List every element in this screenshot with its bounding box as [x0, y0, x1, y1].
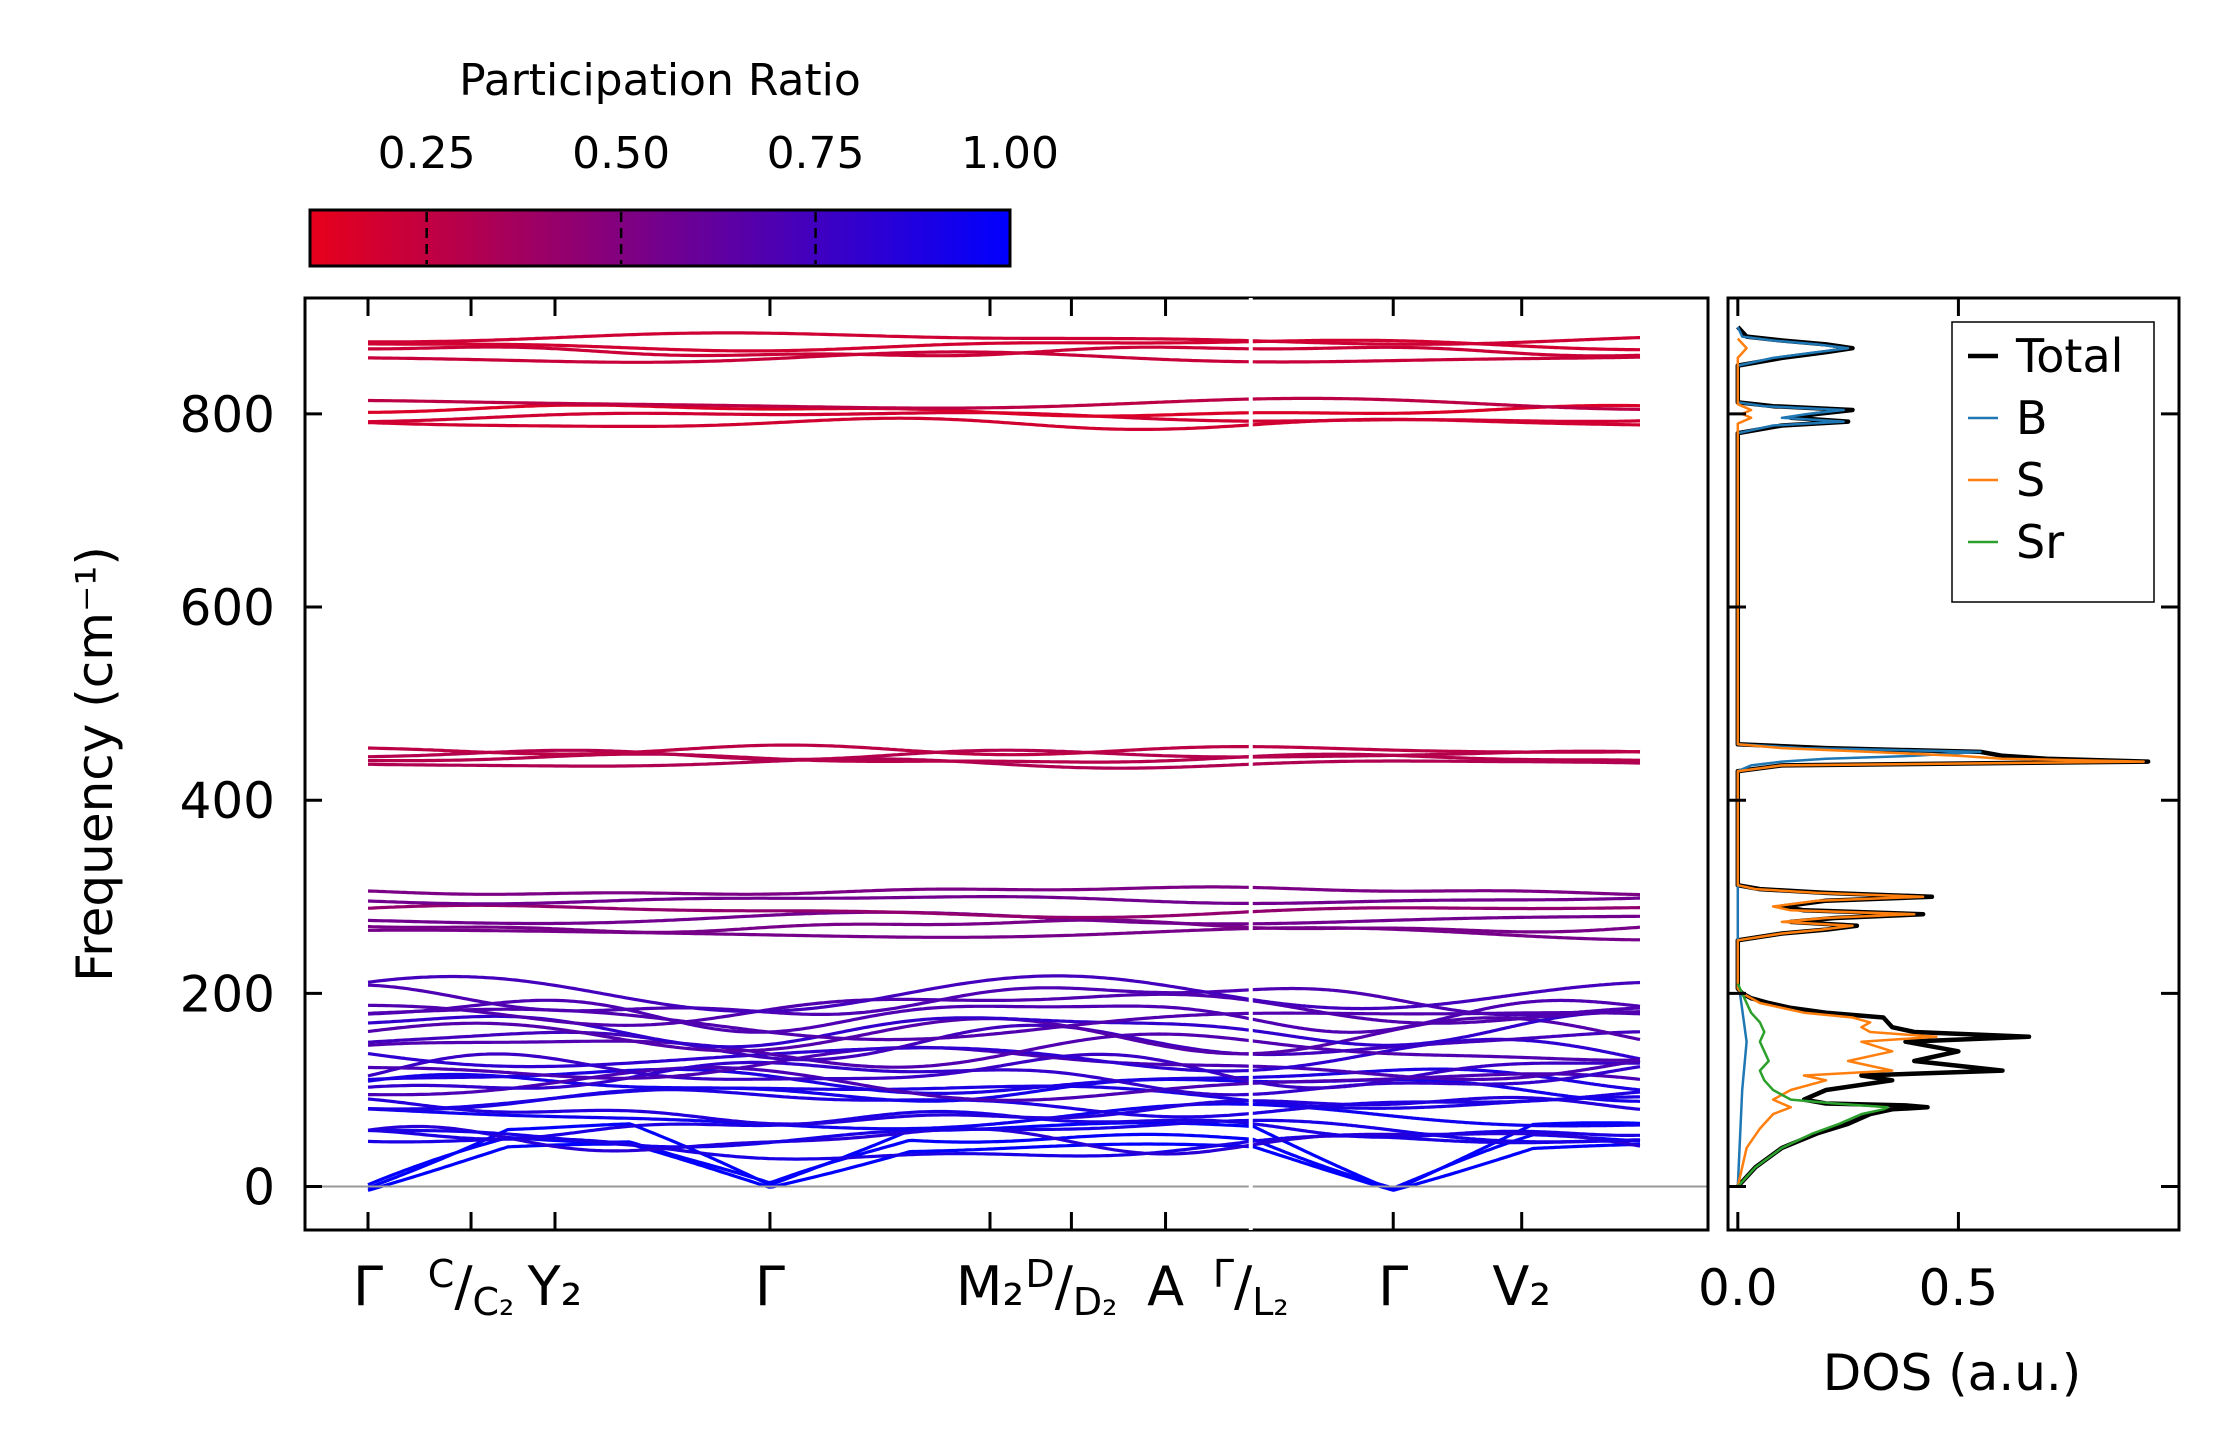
band-axes-frame: [303, 296, 1710, 1232]
dos-y-ticks: [1728, 412, 2179, 1189]
dos-x-axis-label: DOS (a.u.): [1823, 1344, 2082, 1402]
x-tick-label: D/D₂: [1025, 1252, 1117, 1324]
y-tick-label: 0: [243, 1159, 275, 1217]
band-line: [368, 1118, 1641, 1149]
x-tick-label: Γ: [353, 1255, 383, 1318]
legend-label-sr: Sr: [2016, 515, 2064, 569]
band-y-axis: 0 200 400 600 800: [180, 386, 322, 1217]
colorbar-tick-label: 0.25: [378, 128, 476, 179]
dos-series-s: [1736, 337, 2145, 1187]
band-line: [367, 910, 1640, 926]
x-tick-label: C/C₂: [428, 1252, 515, 1324]
band-line: [367, 885, 1640, 897]
x-tick-label: V₂: [1492, 1255, 1551, 1318]
x-tick-label: A: [1147, 1255, 1184, 1318]
band-line: [367, 403, 1640, 418]
legend-label-total: Total: [2015, 329, 2123, 383]
band-line: [367, 998, 1641, 1034]
legend-label-b: B: [2016, 391, 2048, 445]
band-line: [368, 345, 1641, 358]
y-tick-label: 800: [180, 386, 275, 444]
band-line: [367, 743, 1640, 757]
legend-frame: [1951, 321, 2155, 603]
colorbar: Participation Ratio 0.25 0.50 0.75 1.00: [308, 55, 1059, 268]
band-lines: [367, 331, 1641, 1192]
dos-legend: Total BS Sr: [1951, 321, 2155, 603]
dos-x-tick-label: 0.0: [1698, 1259, 1778, 1317]
x-tick-label: Γ/L₂: [1213, 1252, 1289, 1324]
dos-axes-frame: [1726, 296, 2181, 1232]
band-x-axis: Γ C/C₂ Y₂ Γ M₂ D/D₂ A Γ/L₂ Γ V₂: [353, 298, 1551, 1324]
y-axis-label: Frequency (cm⁻¹): [66, 546, 124, 982]
band-line: [367, 903, 1640, 920]
colorbar-tick-label: 1.00: [961, 128, 1059, 179]
dos-lines: [1735, 325, 2151, 1189]
band-structure-panel: 0 200 400 600 800 Γ C/C₂ Y₂ Γ M₂ D/D₂ A Γ/L₂ Γ V₂ Fre…: [66, 296, 1710, 1324]
band-line: [367, 1132, 1641, 1190]
colorbar-label: Participation Ratio: [459, 55, 861, 106]
band-line: [367, 1142, 1640, 1192]
y-tick-label: 200: [180, 965, 275, 1023]
dos-series-sr: [1736, 983, 1890, 1188]
band-line: [367, 983, 1641, 1017]
dos-x-tick-label: 0.5: [1919, 1259, 1999, 1317]
band-line: [367, 1052, 1640, 1090]
x-tick-label: M₂: [956, 1255, 1024, 1318]
x-tick-label: Y₂: [527, 1255, 583, 1318]
colorbar-ticks: 0.25 0.50 0.75 1.00: [378, 128, 1059, 264]
colorbar-tick-label: 0.75: [767, 128, 865, 179]
band-line: [368, 350, 1641, 364]
band-line: [367, 974, 1641, 1014]
band-line: [367, 992, 1640, 1027]
band-line: [367, 1067, 1641, 1095]
band-line: [368, 331, 1640, 346]
y-tick-label: 400: [180, 772, 275, 830]
colorbar-gradient: [308, 208, 1012, 268]
band-line: [368, 338, 1640, 353]
y-tick-label: 600: [180, 579, 275, 637]
dos-x-axis: 0.0 0.5: [1698, 298, 1998, 1317]
band-line: [368, 1045, 1641, 1082]
band-line: [368, 396, 1640, 411]
dos-panel: 0.0 0.5 DOS (a.u.) Total BS Sr: [1698, 296, 2181, 1402]
band-line: [367, 1016, 1641, 1056]
x-tick-label: Γ: [1378, 1255, 1408, 1318]
x-tick-label: Γ: [755, 1255, 785, 1318]
colorbar-tick-label: 0.50: [572, 128, 670, 179]
band-line: [367, 895, 1640, 906]
legend-label-s: S: [2016, 453, 2045, 507]
